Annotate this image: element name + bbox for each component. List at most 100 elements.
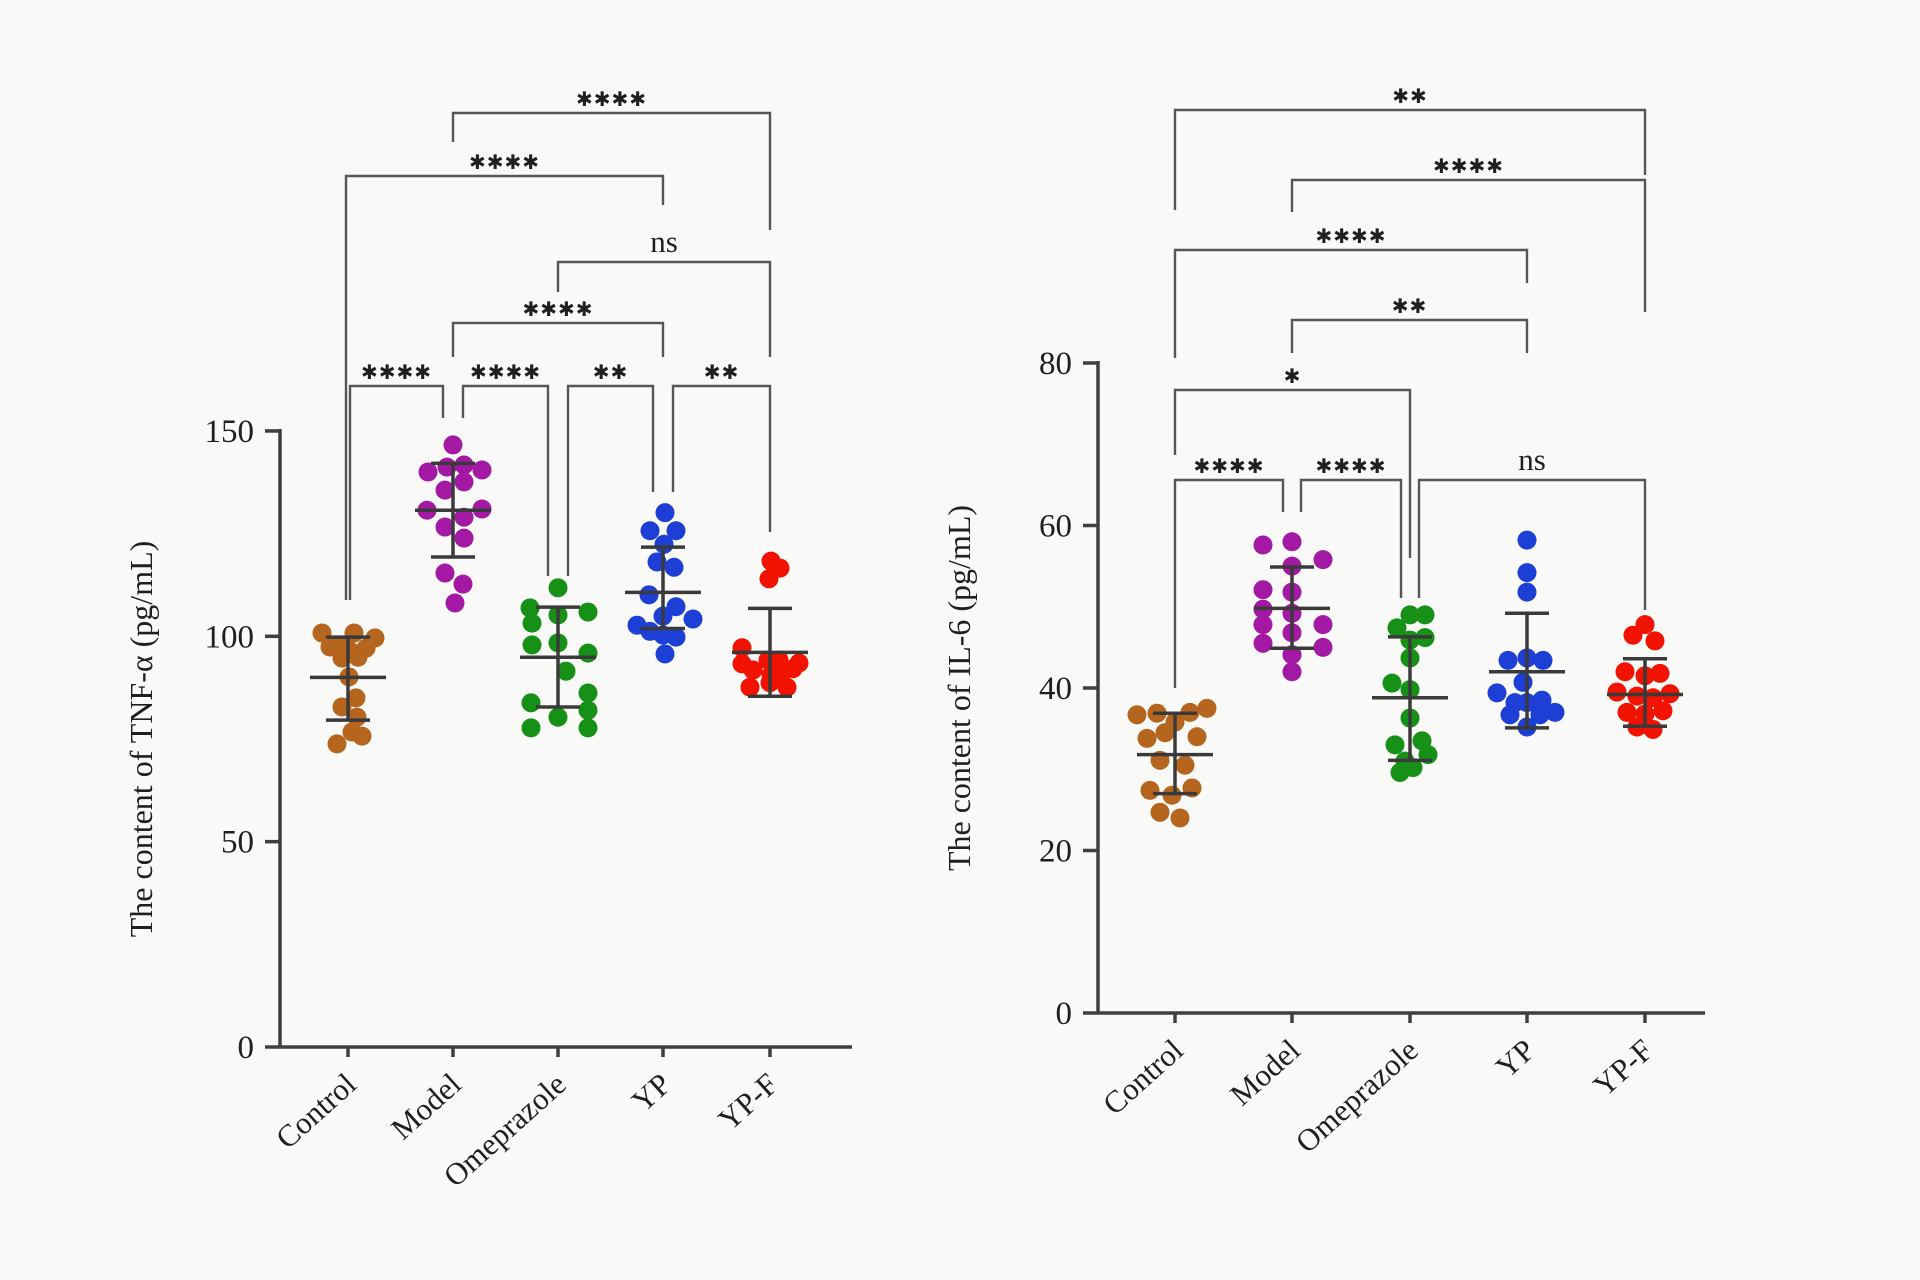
data-point [743, 660, 763, 680]
il6-plot-y-axis-title: The content of IL-6 (pg/mL) [941, 505, 977, 871]
data-point [1313, 637, 1333, 657]
significance-label: ✱✱✱✱ [522, 297, 593, 321]
y-tick-label: 150 [205, 414, 255, 450]
data-point [640, 521, 660, 541]
data-point [666, 627, 686, 647]
tnf-alpha-plot-y-axis: 0 50 100 150 The content of TNF-α (pg/mL) [123, 414, 282, 1066]
data-point [639, 585, 659, 605]
error-bar [415, 461, 491, 559]
tnf-alpha-plot-group-model [415, 435, 492, 613]
significance-label: ✱✱✱✱ [470, 360, 541, 384]
significance-label: ✱✱✱✱ [1193, 454, 1264, 478]
data-point [327, 734, 347, 754]
data-point [1498, 650, 1518, 670]
data-point [1253, 535, 1273, 555]
significance-label: ✱✱✱✱ [1315, 224, 1386, 248]
data-point [1313, 550, 1333, 570]
error-bar [1607, 657, 1683, 728]
data-point [759, 569, 779, 589]
error-bar [1372, 635, 1448, 763]
data-point [578, 643, 598, 663]
data-point [352, 726, 372, 746]
data-point [1517, 563, 1537, 583]
data-point [1253, 580, 1273, 600]
data-point [655, 503, 675, 523]
data-point [472, 460, 492, 480]
tnf-alpha-plot-group-omeprazole [520, 578, 598, 738]
data-point [1500, 705, 1520, 725]
data-point [1517, 582, 1537, 602]
x-label-model: Model [1223, 1032, 1307, 1112]
data-point [1617, 702, 1637, 722]
tnf-alpha-plot-group-yp-f [732, 551, 809, 699]
x-label-yp-f: YP-F [711, 1066, 784, 1137]
data-point [1253, 615, 1273, 635]
il6-plot-group-omeprazole [1372, 605, 1448, 782]
data-point [418, 462, 438, 482]
y-tick-label: 80 [1039, 346, 1072, 382]
data-point [348, 647, 368, 667]
data-point [1137, 728, 1157, 748]
data-point [664, 557, 684, 577]
significance-label: ✱✱✱✱ [576, 87, 647, 111]
data-point [454, 528, 474, 548]
data-point [520, 598, 540, 618]
data-point [445, 593, 465, 613]
data-point [435, 480, 455, 500]
significance-bracket: ✱✱✱✱ [461, 360, 550, 576]
significance-label: ✱✱ [593, 360, 629, 384]
data-point [1282, 532, 1302, 552]
data-point [1313, 615, 1333, 635]
error-bar [1254, 565, 1330, 650]
data-point [578, 700, 598, 720]
data-point [1513, 672, 1533, 692]
data-point [522, 613, 542, 633]
data-point [1170, 808, 1190, 828]
data-point [654, 534, 674, 554]
x-label-yp-f: YP-F [1586, 1032, 1659, 1103]
significance-bracket: ✱✱ [671, 360, 772, 532]
significance-bracket: ✱✱ [1173, 84, 1647, 210]
significance-bracket: ✱✱✱✱ [348, 360, 445, 600]
data-point [1645, 631, 1665, 651]
significance-bracket: ✱ [1173, 364, 1412, 558]
data-point [1415, 605, 1435, 625]
data-point [548, 707, 568, 727]
data-point [1653, 701, 1673, 721]
data-point [666, 521, 686, 541]
y-tick-label: 40 [1039, 671, 1072, 707]
data-point [777, 677, 797, 697]
data-point [1623, 625, 1643, 645]
significance-bracket: ✱✱✱✱ [451, 87, 772, 230]
significance-label: ✱✱ [1392, 84, 1428, 108]
data-point [1140, 780, 1160, 800]
error-bar [1137, 711, 1213, 796]
significance-label: ✱ [1284, 364, 1302, 388]
significance-bracket: ✱✱✱✱ [1173, 224, 1529, 358]
data-point [578, 602, 598, 622]
il6-plot-group-yp [1487, 530, 1565, 737]
data-point [683, 609, 703, 629]
data-point [454, 472, 474, 492]
significance-bracket: ns [1417, 442, 1647, 610]
significance-label: ✱✱✱✱ [361, 360, 432, 384]
il6-plot-group-control [1127, 698, 1217, 828]
tnf-alpha-plot-y-axis-title: The content of TNF-α (pg/mL) [123, 541, 159, 938]
tnf-alpha-plot-group-control [310, 623, 386, 754]
tnf-alpha-plot: 0 50 100 150 The content of TNF-α (pg/mL) Con… [123, 87, 852, 1194]
data-point [1530, 705, 1550, 725]
significance-label: ✱✱✱✱ [1433, 154, 1504, 178]
il6-plot-y-axis: 0 20 40 60 80 The content of IL-6 (pg/mL) [941, 346, 1100, 1032]
significance-label: ✱✱✱✱ [469, 150, 540, 174]
x-label-model: Model [384, 1066, 468, 1146]
data-point [521, 718, 541, 738]
data-point [1387, 618, 1407, 638]
data-point [655, 644, 675, 664]
error-bar [625, 545, 701, 631]
significance-bracket: ✱✱✱✱ [1290, 154, 1647, 312]
data-point [1253, 633, 1273, 653]
data-point [1615, 662, 1635, 682]
